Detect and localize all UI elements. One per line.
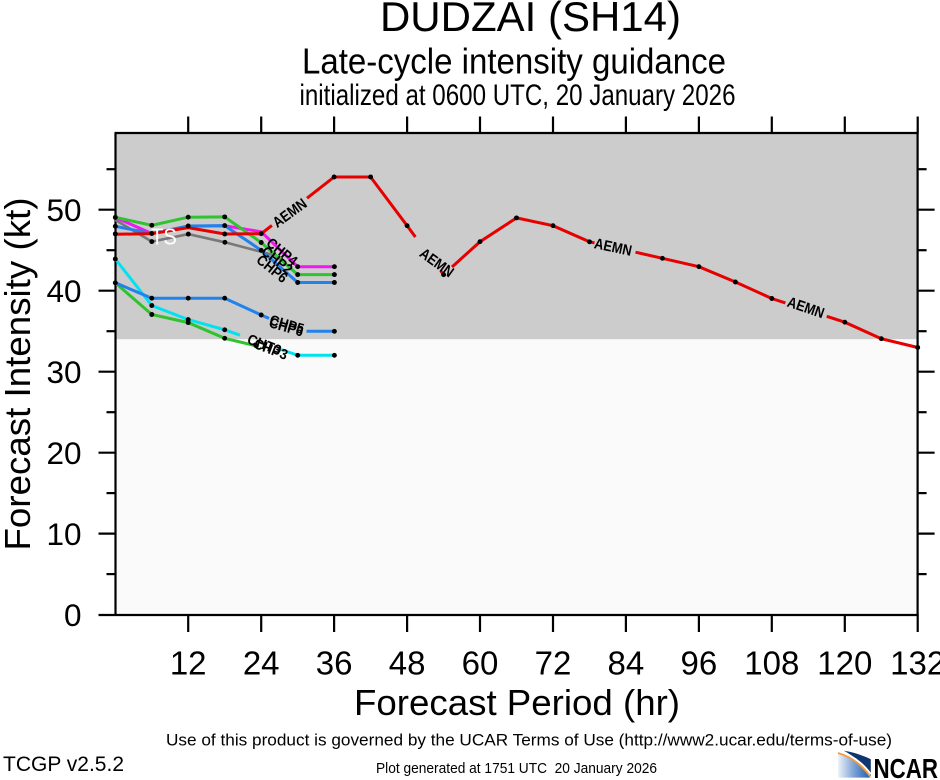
svg-text:TCGP v2.5.2: TCGP v2.5.2	[3, 753, 124, 776]
svg-text:TS: TS	[151, 224, 177, 250]
svg-text:132: 132	[890, 645, 940, 682]
svg-text:96: 96	[681, 645, 718, 682]
svg-text:84: 84	[608, 645, 645, 682]
svg-text:12: 12	[170, 645, 207, 682]
svg-text:Use of this product is governe: Use of this product is governed by the U…	[166, 731, 892, 750]
svg-text:Forecast Period (hr): Forecast Period (hr)	[354, 682, 680, 723]
svg-text:Plot generated at 1751 UTC 20: Plot generated at 1751 UTC 20 January 20…	[376, 760, 657, 777]
svg-text:30: 30	[46, 354, 81, 390]
svg-text:0: 0	[64, 597, 82, 633]
svg-text:108: 108	[744, 645, 799, 682]
svg-text:10: 10	[46, 516, 81, 552]
svg-text:Forecast Intensity (kt): Forecast Intensity (kt)	[0, 198, 38, 551]
svg-text:48: 48	[389, 645, 426, 682]
svg-text:NCAR: NCAR	[874, 753, 939, 780]
svg-text:40: 40	[46, 273, 81, 309]
svg-text:50: 50	[46, 192, 81, 228]
svg-text:initialized at 0600 UTC, 20 Ja: initialized at 0600 UTC, 20 January 2026	[300, 79, 736, 112]
svg-text:20: 20	[46, 435, 81, 471]
svg-text:DUDZAI (SH14): DUDZAI (SH14)	[380, 0, 681, 40]
svg-text:72: 72	[535, 645, 572, 682]
svg-text:60: 60	[462, 645, 499, 682]
svg-text:24: 24	[243, 645, 280, 682]
svg-text:36: 36	[316, 645, 353, 682]
svg-text:Late-cycle intensity guidance: Late-cycle intensity guidance	[302, 41, 726, 82]
svg-text:120: 120	[817, 645, 872, 682]
